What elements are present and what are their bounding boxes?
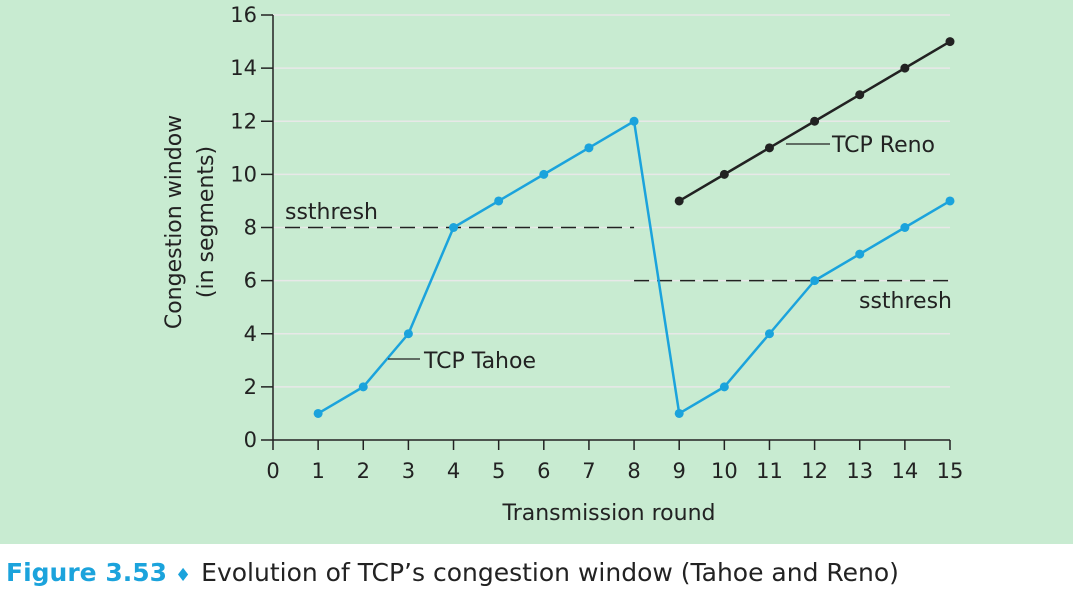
y-tick-label-4: 4 (244, 322, 257, 346)
y-tick-label-16: 16 (230, 3, 257, 27)
tahoe-series-label: TCP Tahoe (423, 349, 536, 374)
x-tick-label-11: 11 (756, 459, 783, 483)
x-tick-label-14: 14 (891, 459, 918, 483)
y-axis-title-line-2: (in segments) (194, 146, 219, 298)
y-tick-label-0: 0 (244, 428, 257, 452)
y-tick-label-8: 8 (244, 216, 257, 240)
y-axis-title: Congestion window (in segments) (162, 115, 219, 329)
tcp-tahoe-point-6 (539, 169, 549, 179)
tcp-reno-point-9 (674, 196, 684, 206)
tcp-tahoe-point-2 (358, 382, 368, 392)
figure-caption: Figure 3.53 ♦ Evolution of TCP’s congestio… (6, 558, 899, 591)
y-tick-label-2: 2 (244, 375, 257, 399)
chart-panel: 0 2 4 6 8 10 12 14 16 0 1 2 3 4 5 6 7 8 9 10 11 12 13 14 15 Tran… (0, 0, 1073, 544)
x-tick-label-0: 0 (266, 459, 279, 483)
threshold-lines (285, 226, 950, 282)
figure-number: Figure 3.53 (6, 558, 168, 587)
reno-series-label: TCP Reno (831, 133, 935, 158)
x-tick-label-7: 7 (582, 459, 595, 483)
y-tick-label-12: 12 (230, 109, 257, 133)
tcp-tahoe-point-9 (674, 408, 684, 418)
x-tick-label-5: 5 (492, 459, 505, 483)
tcp-tahoe-point-11 (764, 329, 774, 339)
tcp-tahoe-line (317, 120, 951, 415)
series (313, 37, 955, 418)
tcp-reno-point-13 (855, 90, 865, 100)
tcp-reno-point-11 (764, 143, 774, 153)
tcp-reno-point-15 (945, 37, 955, 47)
tcp-reno-point-10 (719, 169, 729, 179)
x-tick-label-3: 3 (402, 459, 415, 483)
caption-diamond-icon: ♦ (175, 565, 192, 586)
y-axis-title-line-1: Congestion window (162, 115, 187, 329)
tcp-tahoe-point-3 (403, 329, 413, 339)
tcp-tahoe-point-12 (810, 276, 820, 286)
tcp-tahoe-point-4 (449, 223, 459, 232)
tcp-tahoe-point-13 (855, 249, 865, 259)
x-tick-label-13: 13 (846, 459, 873, 483)
x-tick-label-9: 9 (673, 459, 686, 483)
x-tick-label-12: 12 (801, 459, 828, 483)
x-tick-label-1: 1 (311, 459, 324, 483)
caption-bar: Figure 3.53 ♦ Evolution of TCP’s congestio… (0, 544, 1073, 602)
ssthresh-label-left: ssthresh (285, 200, 378, 225)
y-tick-label-6: 6 (244, 269, 257, 293)
y-tick-label-14: 14 (230, 56, 257, 80)
tcp-tahoe-point-7 (584, 143, 594, 153)
ssthresh-label-right: ssthresh (859, 289, 952, 314)
tcp-tahoe-point-5 (494, 196, 504, 206)
x-tick-label-2: 2 (357, 459, 370, 483)
tcp-tahoe-point-8 (629, 116, 639, 126)
tcp-reno-point-14 (900, 63, 910, 73)
x-tick-label-6: 6 (537, 459, 550, 483)
tcp-tahoe-point-14 (900, 223, 910, 232)
x-tick-label-15: 15 (937, 459, 964, 483)
x-tick-label-10: 10 (711, 459, 738, 483)
caption-text: Evolution of TCP’s congestion window (Ta… (201, 558, 899, 587)
tcp-reno-point-12 (810, 116, 820, 126)
tcp-tahoe-point-15 (945, 196, 955, 206)
y-tick-label-10: 10 (230, 162, 257, 186)
x-tick-label-8: 8 (627, 459, 640, 483)
tcp-tahoe-point-10 (719, 382, 729, 392)
x-tick-label-4: 4 (447, 459, 460, 483)
x-axis-title: Transmission round (502, 501, 716, 526)
tcp-tahoe-point-1 (313, 408, 323, 418)
